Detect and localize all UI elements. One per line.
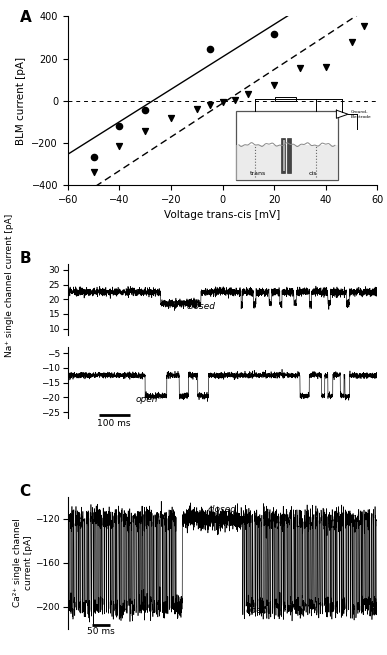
Point — [142, 105, 148, 115]
Point — [297, 63, 303, 73]
Point — [168, 113, 174, 123]
Point — [91, 167, 97, 178]
Text: 50 ms: 50 ms — [87, 627, 115, 636]
Point — [232, 94, 238, 105]
Point — [245, 89, 252, 100]
Point — [116, 141, 122, 151]
Y-axis label: BLM current [pA]: BLM current [pA] — [16, 57, 26, 145]
Text: closed: closed — [187, 302, 216, 310]
Text: 100 ms: 100 ms — [98, 419, 131, 428]
Point — [116, 121, 122, 131]
Text: open: open — [245, 607, 268, 616]
Point — [207, 44, 213, 54]
Point — [271, 80, 277, 90]
Point — [142, 126, 148, 136]
Text: A: A — [20, 10, 31, 25]
Point — [207, 100, 213, 110]
Point — [219, 97, 226, 107]
Text: B: B — [20, 251, 31, 266]
Text: Na⁺ single channel current [pA]: Na⁺ single channel current [pA] — [5, 214, 14, 356]
Point — [348, 37, 354, 47]
Point — [271, 29, 277, 39]
Point — [194, 104, 200, 115]
Text: closed: closed — [208, 505, 237, 514]
Point — [361, 20, 368, 31]
Y-axis label: Ca²⁺ single channel
current [pA]: Ca²⁺ single channel current [pA] — [13, 518, 33, 607]
Point — [91, 151, 97, 162]
Point — [323, 62, 329, 72]
Text: open: open — [136, 395, 158, 403]
Text: C: C — [20, 483, 31, 498]
X-axis label: Voltage trans-cis [mV]: Voltage trans-cis [mV] — [164, 210, 281, 220]
